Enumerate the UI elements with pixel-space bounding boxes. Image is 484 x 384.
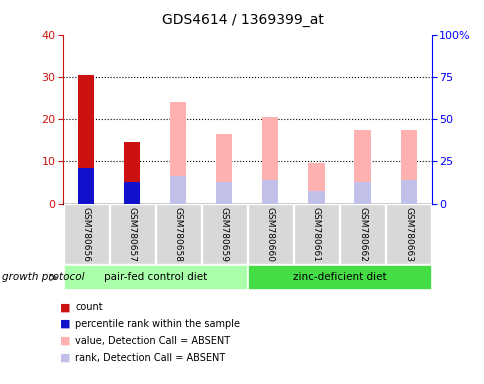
- Bar: [247, 265, 430, 290]
- Bar: [400, 180, 416, 204]
- Bar: [201, 204, 246, 264]
- Text: ■: ■: [60, 319, 71, 329]
- Bar: [262, 117, 278, 204]
- Text: value, Detection Call = ABSENT: value, Detection Call = ABSENT: [75, 336, 230, 346]
- Bar: [339, 204, 384, 264]
- Text: GSM780663: GSM780663: [403, 207, 412, 262]
- Bar: [78, 75, 94, 204]
- Bar: [308, 164, 324, 204]
- Bar: [385, 204, 430, 264]
- Bar: [354, 130, 370, 204]
- Text: GSM780658: GSM780658: [173, 207, 182, 262]
- Bar: [247, 204, 292, 264]
- Bar: [354, 182, 370, 204]
- Text: growth protocol: growth protocol: [2, 272, 85, 283]
- Text: GDS4614 / 1369399_at: GDS4614 / 1369399_at: [161, 13, 323, 27]
- Bar: [63, 265, 246, 290]
- Text: GSM780660: GSM780660: [265, 207, 274, 262]
- Bar: [262, 180, 278, 204]
- Text: ■: ■: [60, 302, 71, 312]
- Text: GSM780656: GSM780656: [81, 207, 91, 262]
- Bar: [170, 176, 186, 204]
- Text: zinc-deficient diet: zinc-deficient diet: [292, 272, 386, 283]
- Bar: [63, 204, 108, 264]
- Bar: [293, 204, 338, 264]
- Bar: [124, 182, 140, 204]
- Text: GSM780661: GSM780661: [311, 207, 320, 262]
- Bar: [216, 182, 232, 204]
- Text: count: count: [75, 302, 103, 312]
- Text: ■: ■: [60, 353, 71, 363]
- Bar: [216, 134, 232, 204]
- Bar: [109, 204, 154, 264]
- Text: GSM780662: GSM780662: [357, 207, 366, 262]
- Bar: [78, 168, 94, 204]
- Bar: [155, 204, 200, 264]
- Text: pair-fed control diet: pair-fed control diet: [104, 272, 206, 283]
- Text: GSM780659: GSM780659: [219, 207, 228, 262]
- Bar: [400, 130, 416, 204]
- Bar: [124, 142, 140, 204]
- Bar: [308, 191, 324, 204]
- Bar: [170, 102, 186, 204]
- Text: GSM780657: GSM780657: [127, 207, 136, 262]
- Text: rank, Detection Call = ABSENT: rank, Detection Call = ABSENT: [75, 353, 225, 363]
- Text: ■: ■: [60, 336, 71, 346]
- Text: percentile rank within the sample: percentile rank within the sample: [75, 319, 240, 329]
